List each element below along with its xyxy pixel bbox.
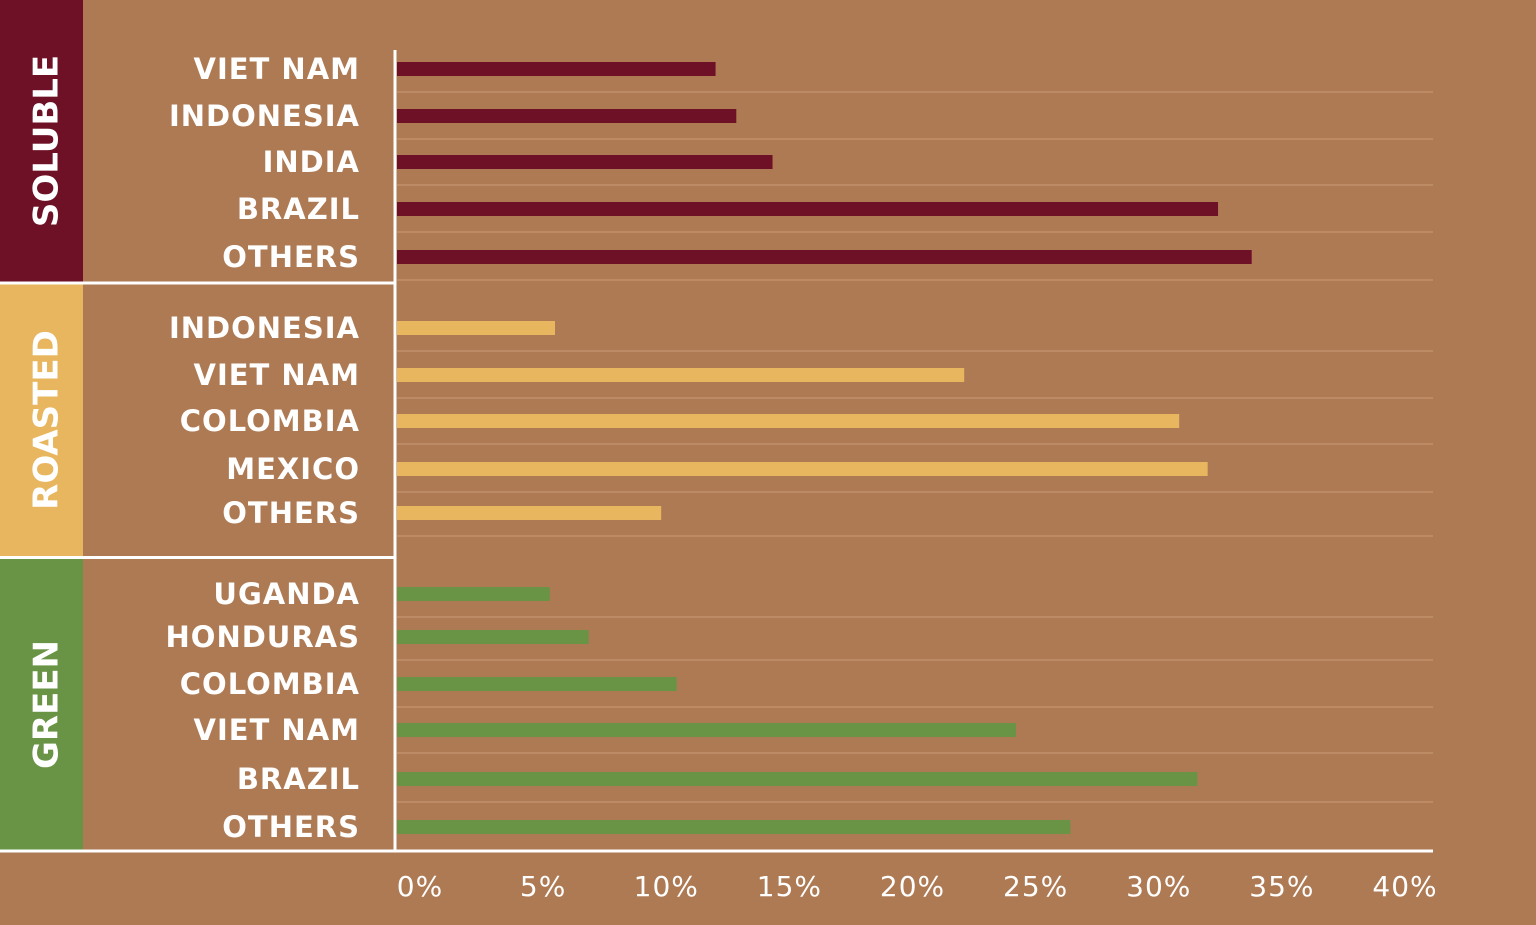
bar (397, 62, 716, 76)
bar (397, 414, 1180, 428)
group-label: ROASTED (27, 330, 67, 510)
category-label: HONDURAS (166, 620, 360, 654)
bar (397, 250, 1252, 264)
category-label: COLOMBIA (180, 667, 360, 701)
category-label: BRAZIL (237, 762, 360, 796)
x-tick-label: 5% (520, 870, 566, 903)
group-band (0, 559, 83, 850)
bar (397, 321, 555, 335)
bar (397, 587, 550, 601)
x-tick-label: 30% (1126, 870, 1191, 903)
category-label: OTHERS (222, 240, 360, 274)
category-label: COLOMBIA (180, 404, 360, 438)
bar (397, 109, 737, 123)
bar (397, 155, 773, 169)
category-label: OTHERS (222, 496, 360, 530)
category-label: INDONESIA (169, 311, 360, 345)
bar (397, 202, 1219, 216)
x-tick-label: 10% (634, 870, 699, 903)
x-tick-label: 0% (397, 870, 443, 903)
x-tick-label: 15% (757, 870, 822, 903)
bar (397, 368, 965, 382)
bar (397, 630, 589, 644)
category-label: OTHERS (222, 810, 360, 844)
category-label: VIET NAM (194, 52, 361, 86)
bar (397, 723, 1017, 737)
bar (397, 506, 662, 520)
category-label: VIET NAM (194, 358, 361, 392)
group-band (0, 284, 83, 556)
x-tick-label: 20% (880, 870, 945, 903)
category-label: VIET NAM (194, 713, 361, 747)
category-label: INDIA (263, 145, 360, 179)
bar (397, 820, 1071, 834)
group-band (0, 0, 83, 282)
category-label: BRAZIL (237, 192, 360, 226)
category-label: INDONESIA (169, 99, 360, 133)
category-label: MEXICO (226, 452, 360, 486)
group-label: SOLUBLE (27, 55, 67, 227)
bar (397, 772, 1198, 786)
x-tick-label: 40% (1372, 870, 1437, 903)
category-label: UGANDA (213, 577, 360, 611)
x-tick-label: 35% (1249, 870, 1314, 903)
x-tick-label: 25% (1003, 870, 1068, 903)
group-label: GREEN (27, 640, 67, 769)
bar (397, 462, 1208, 476)
bar (397, 677, 677, 691)
